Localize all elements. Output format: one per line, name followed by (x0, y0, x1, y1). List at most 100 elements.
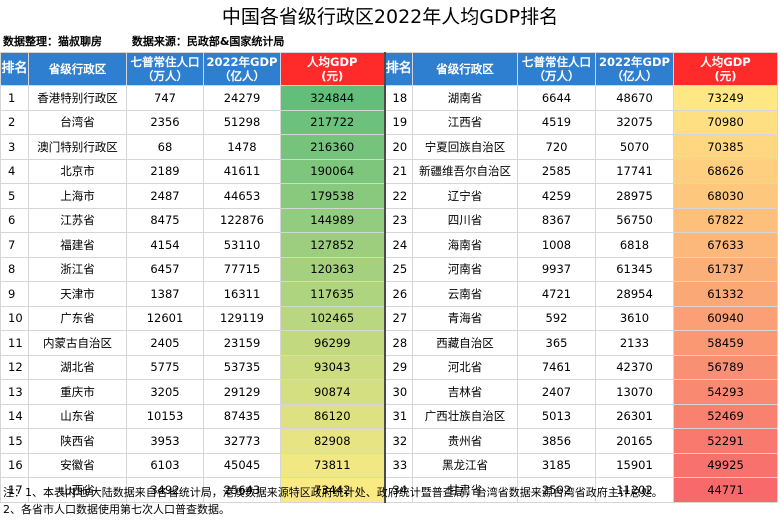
table-row: 5 上海市 2487 44653 179538 22 辽宁省 4259 28975 68030 (0, 183, 778, 209)
population-cell: 8475 (126, 207, 204, 233)
rank-cell: 11 (0, 330, 29, 356)
per-capita-gdp-cell: 144989 (280, 207, 386, 233)
ranking-table: 排名 省级行政区 七普常住人口 （万人） 2022年GDP （亿人） 人均GDP (元… (0, 52, 778, 503)
region-cell: 香港特别行政区 (28, 85, 127, 111)
rank-cell: 14 (0, 403, 29, 429)
header-region-right: 省级行政区 (412, 52, 518, 86)
gdp-cell-right: 26301 (595, 403, 674, 429)
population-cell: 4154 (126, 232, 204, 258)
gdp-cell-right: 15901 (595, 452, 674, 478)
gdp-cell: 45045 (203, 452, 281, 478)
region-cell: 陕西省 (28, 428, 127, 454)
table-row: 12 湖北省 5775 53735 93043 29 河北省 7461 42370 56789 (0, 354, 778, 380)
region-cell: 广东省 (28, 305, 127, 331)
population-cell-right: 2585 (517, 158, 596, 184)
gdp-cell-right: 3610 (595, 305, 674, 331)
population-cell: 6103 (126, 452, 204, 478)
population-cell: 2405 (126, 330, 204, 356)
region-cell-right: 海南省 (412, 232, 518, 258)
region-cell-right: 黑龙江省 (412, 452, 518, 478)
rank-cell-right: 31 (384, 403, 413, 429)
rank-cell-right: 20 (384, 134, 413, 160)
rank-cell-right: 24 (384, 232, 413, 258)
header-population: 七普常住人口 （万人） (126, 52, 204, 86)
per-capita-gdp-cell: 93043 (280, 354, 386, 380)
gdp-cell-right: 32075 (595, 109, 674, 135)
rank-cell-right: 21 (384, 158, 413, 184)
population-cell-right: 6644 (517, 85, 596, 111)
region-cell-right: 吉林省 (412, 379, 518, 405)
population-cell: 6457 (126, 256, 204, 282)
header-region: 省级行政区 (28, 52, 127, 86)
source-line: 数据整理：猫叔聊房 数据来源：民政部&国家统计局 (3, 33, 310, 51)
data-compiler: 数据整理：猫叔聊房 (3, 35, 102, 48)
table-row: 9 天津市 1387 16311 117635 26 云南省 4721 28954 61332 (0, 281, 778, 307)
region-cell-right: 宁夏回族自治区 (412, 134, 518, 160)
rank-cell-right: 25 (384, 256, 413, 282)
rank-cell: 9 (0, 281, 29, 307)
header-population-right: 七普常住人口 （万人） (517, 52, 596, 86)
gdp-cell-right: 56750 (595, 207, 674, 233)
region-cell: 福建省 (28, 232, 127, 258)
table-row: 4 北京市 2189 41611 190064 21 新疆维吾尔自治区 2585 17741 68… (0, 158, 778, 184)
table-row: 16 安徽省 6103 45045 73811 33 黑龙江省 3185 15901 49925 (0, 452, 778, 478)
per-capita-gdp-cell: 324844 (280, 85, 386, 111)
rank-cell: 17 (0, 477, 29, 503)
rank-cell-right: 18 (384, 85, 413, 111)
rank-cell: 4 (0, 158, 29, 184)
rank-cell: 7 (0, 232, 29, 258)
rank-cell: 16 (0, 452, 29, 478)
population-cell-right: 2407 (517, 379, 596, 405)
population-cell-right: 365 (517, 330, 596, 356)
gdp-cell: 87435 (203, 403, 281, 429)
per-capita-gdp-cell: 117635 (280, 281, 386, 307)
rank-cell-right: 19 (384, 109, 413, 135)
gdp-cell-right: 11202 (595, 477, 674, 503)
per-capita-gdp-cell-right: 60940 (673, 305, 778, 331)
gdp-cell: 25643 (203, 477, 281, 503)
per-capita-gdp-cell: 216360 (280, 134, 386, 160)
per-capita-gdp-cell: 120363 (280, 256, 386, 282)
region-cell-right: 青海省 (412, 305, 518, 331)
region-cell: 重庆市 (28, 379, 127, 405)
table-row: 14 山东省 10153 87435 86120 31 广西壮族自治区 5013 26301 52… (0, 403, 778, 429)
region-cell: 浙江省 (28, 256, 127, 282)
population-cell-right: 1008 (517, 232, 596, 258)
population-cell-right: 9937 (517, 256, 596, 282)
region-cell: 台湾省 (28, 109, 127, 135)
gdp-cell: 44653 (203, 183, 281, 209)
per-capita-gdp-cell: 86120 (280, 403, 386, 429)
region-cell-right: 西藏自治区 (412, 330, 518, 356)
gdp-cell: 53735 (203, 354, 281, 380)
table-row: 8 浙江省 6457 77715 120363 25 河南省 9937 61345 61737 (0, 256, 778, 282)
region-cell: 澳门特别行政区 (28, 134, 127, 160)
gdp-cell: 129119 (203, 305, 281, 331)
per-capita-gdp-cell-right: 54293 (673, 379, 778, 405)
footnotes: 注：1、本表内地/大陆数据来自各省统计局，港澳数据来源特区政府统计处、政府统计暨… (3, 484, 663, 518)
region-cell: 内蒙古自治区 (28, 330, 127, 356)
region-cell-right: 江西省 (412, 109, 518, 135)
per-capita-gdp-cell-right: 61737 (673, 256, 778, 282)
per-capita-gdp-cell: 73442 (280, 477, 386, 503)
gdp-cell: 24279 (203, 85, 281, 111)
gdp-cell-right: 48670 (595, 85, 674, 111)
page-title: 中国各省级行政区2022年人均GDP排名 (221, 6, 559, 28)
per-capita-gdp-cell-right: 44771 (673, 477, 778, 503)
per-capita-gdp-cell-right: 52469 (673, 403, 778, 429)
per-capita-gdp-cell-right: 67633 (673, 232, 778, 258)
per-capita-gdp-cell: 82908 (280, 428, 386, 454)
population-cell: 68 (126, 134, 204, 160)
per-capita-gdp-cell-right: 58459 (673, 330, 778, 356)
region-cell-right: 甘肃省 (412, 477, 518, 503)
gdp-cell: 32773 (203, 428, 281, 454)
footnote-1: 注：1、本表内地/大陆数据来自各省统计局，港澳数据来源特区政府统计处、政府统计暨… (3, 486, 663, 499)
rank-cell: 8 (0, 256, 29, 282)
per-capita-gdp-cell: 96299 (280, 330, 386, 356)
footnote-2: 2、各省市人口数据使用第七次人口普查数据。 (3, 503, 230, 516)
region-cell-right: 贵州省 (412, 428, 518, 454)
region-cell-right: 新疆维吾尔自治区 (412, 158, 518, 184)
region-cell-right: 云南省 (412, 281, 518, 307)
header-gdp-right: 2022年GDP （亿人） (595, 52, 674, 86)
population-cell: 5775 (126, 354, 204, 380)
gdp-cell-right: 13070 (595, 379, 674, 405)
